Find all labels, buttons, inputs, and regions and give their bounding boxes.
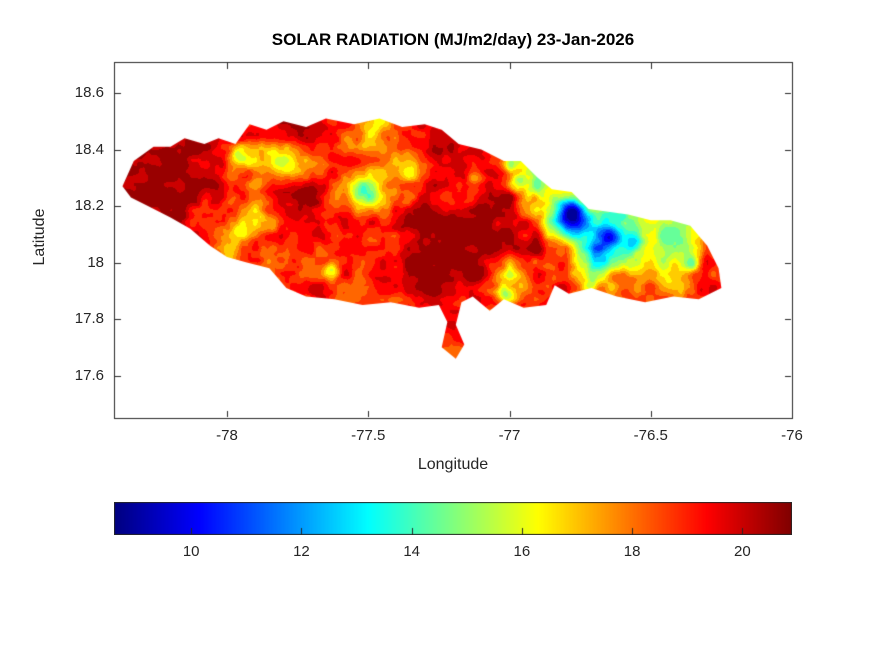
colorbar-tick-label: 18 bbox=[623, 543, 641, 560]
x-tick-label: -77.5 bbox=[351, 427, 386, 444]
x-tick-label: -77 bbox=[498, 427, 521, 444]
colorbar-tick-label: 12 bbox=[293, 543, 310, 560]
y-tick-label: 17.8 bbox=[74, 310, 104, 328]
x-tick-label: -76.5 bbox=[633, 427, 668, 444]
colorbar-tick-label: 16 bbox=[513, 543, 531, 560]
colorbar-tick-label: 20 bbox=[734, 543, 751, 560]
x-axis-label: Longitude bbox=[417, 456, 489, 473]
colorbar-canvas bbox=[114, 502, 792, 535]
colorbar-tick-label: 10 bbox=[182, 543, 200, 560]
y-tick-label: 18 bbox=[87, 253, 104, 271]
y-axis-label: Latitude bbox=[31, 208, 48, 266]
colorbar-tick-label: 14 bbox=[403, 543, 420, 560]
y-tick-label: 17.6 bbox=[74, 366, 104, 384]
x-tick-label: -76 bbox=[781, 427, 803, 444]
y-tick-label: 18.6 bbox=[74, 84, 104, 102]
y-tick-label: 18.2 bbox=[74, 197, 104, 215]
y-tick-label: 18.4 bbox=[74, 140, 104, 158]
x-tick-label: -78 bbox=[216, 427, 238, 444]
